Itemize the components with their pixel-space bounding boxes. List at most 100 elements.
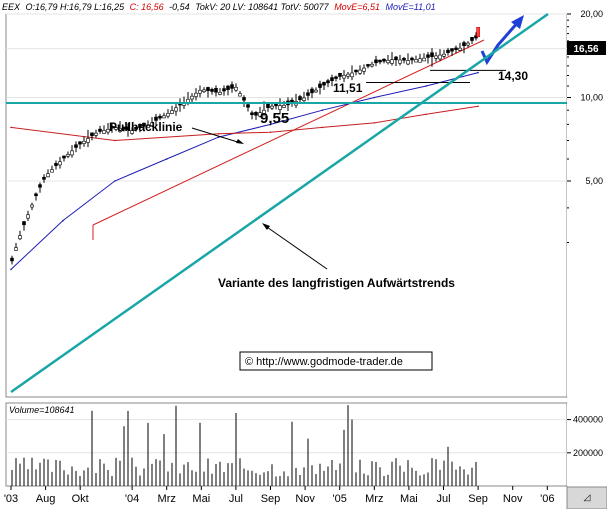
price-bar-body [298, 96, 302, 100]
volume-tick-label: 200000 [573, 448, 603, 458]
price-bar-body [418, 58, 422, 63]
price-bar-body [378, 59, 382, 63]
price-bar-body [42, 176, 46, 180]
price-bar-body [122, 126, 126, 130]
uptrend-line [10, 12, 549, 394]
ma-blue-point [321, 109, 324, 111]
price-bar-body [254, 112, 258, 116]
price-bar-body [158, 115, 162, 119]
price-bar-body [458, 47, 462, 51]
price-bar-body [222, 88, 226, 92]
price-bar-body [466, 42, 470, 46]
price-bar-body [330, 77, 334, 81]
ma-red-point [425, 113, 428, 116]
price-bar-body [470, 37, 474, 41]
price-bar-body [34, 193, 38, 197]
resize-handle-icon[interactable]: ◿ [584, 492, 591, 502]
price-bar-body [382, 58, 386, 62]
ma-blue-point [62, 219, 64, 222]
price-tick-label: 5,00 [585, 176, 603, 186]
price-badge-bg [567, 41, 606, 55]
volume-axis-area [567, 403, 607, 486]
price-bar-body [306, 92, 310, 96]
price-bar-body [86, 138, 90, 143]
price-bar-body [322, 82, 326, 86]
price-bar-body [350, 72, 354, 78]
ma-red-point [217, 132, 220, 135]
price-tick-label: 10,00 [580, 93, 603, 103]
price-bar-body [374, 59, 378, 64]
channel-upper-line [92, 39, 485, 226]
header-symbol: EEX [2, 2, 21, 12]
ma-blue-point [10, 268, 12, 271]
x-tick-label: '04 [125, 493, 139, 505]
ma-blue-point [165, 158, 168, 160]
price-bar-body [206, 87, 210, 91]
price-bar-body [38, 184, 42, 188]
trend-arrow-head-icon [262, 223, 270, 230]
watermark-box [239, 351, 433, 371]
price-bar-body [154, 116, 158, 121]
price-bar-body [22, 221, 26, 226]
price-bar-body [90, 132, 94, 137]
volume-panel [5, 402, 568, 487]
ma-red-point [10, 126, 12, 129]
price-bar-body [430, 52, 434, 57]
price-bar-body [82, 140, 86, 144]
price-bar-body [402, 57, 406, 61]
header-ohlc: O:16,79 H:16,79 L:16,25 [26, 2, 126, 12]
header-volumes: TokV: 20 LV: 108641 TotV: 50077 [195, 2, 329, 12]
header-move-red: MovE=6,51 [334, 2, 380, 12]
price-bar-body [174, 107, 178, 112]
price-bar-body [242, 97, 246, 101]
price-panel [5, 13, 568, 398]
price-bar-body [106, 128, 110, 133]
ma-red-point [269, 131, 272, 133]
ma-blue-point [425, 85, 428, 87]
price-bar-body [10, 257, 14, 262]
price-bar-body [78, 141, 82, 145]
price-bar-body [278, 105, 282, 110]
price-bar-body [282, 104, 286, 108]
price-bar-body [186, 98, 190, 103]
trend-arrow-line [263, 224, 328, 270]
price-bar-body [146, 124, 150, 129]
price-bar-body [338, 73, 342, 77]
price-bar-body [362, 67, 366, 72]
price-bar-body [230, 84, 234, 89]
price-bar-body [426, 54, 430, 58]
price-bar-body [390, 59, 394, 64]
price-bar-body [314, 89, 318, 93]
x-axis: '03 Aug Okt '04 Mrz Mai Jul Sep Nov '05 Mrz Mai Jul S… [4, 486, 554, 505]
x-axis-area [0, 487, 607, 509]
price-bar-body [102, 130, 106, 134]
price-bar-body [366, 64, 370, 67]
volume-bars [6, 405, 567, 486]
watermark-url: © http://www.godmode-trader.de [245, 356, 403, 368]
ma-blue-point [477, 71, 479, 74]
x-tick-label: Mrz [158, 493, 176, 505]
price-bar-body [454, 47, 458, 50]
moving-averages [10, 71, 479, 271]
price-bar-body [446, 49, 450, 53]
price-bar-body [162, 115, 166, 119]
price-bar-body [334, 76, 338, 79]
x-tick-label: Nov [295, 493, 315, 505]
ma-red-point [477, 105, 479, 108]
price-bar-body [358, 69, 362, 74]
price-bar-body [94, 132, 98, 136]
price-bar-body [210, 89, 214, 92]
header-change: -0,54 [169, 2, 190, 12]
x-tick-label: Aug [36, 493, 56, 505]
price-bar-body [46, 173, 50, 178]
x-tick-label: '05 [333, 493, 347, 505]
price-tick-label: 20,00 [580, 9, 603, 19]
price-bar-body [394, 56, 398, 61]
price-bar-body [410, 57, 414, 61]
header-close: C: 16,56 [130, 2, 164, 12]
ma-red-point [373, 122, 376, 124]
x-tick-label: Okt [72, 493, 89, 505]
scroll-corner[interactable] [566, 486, 607, 509]
